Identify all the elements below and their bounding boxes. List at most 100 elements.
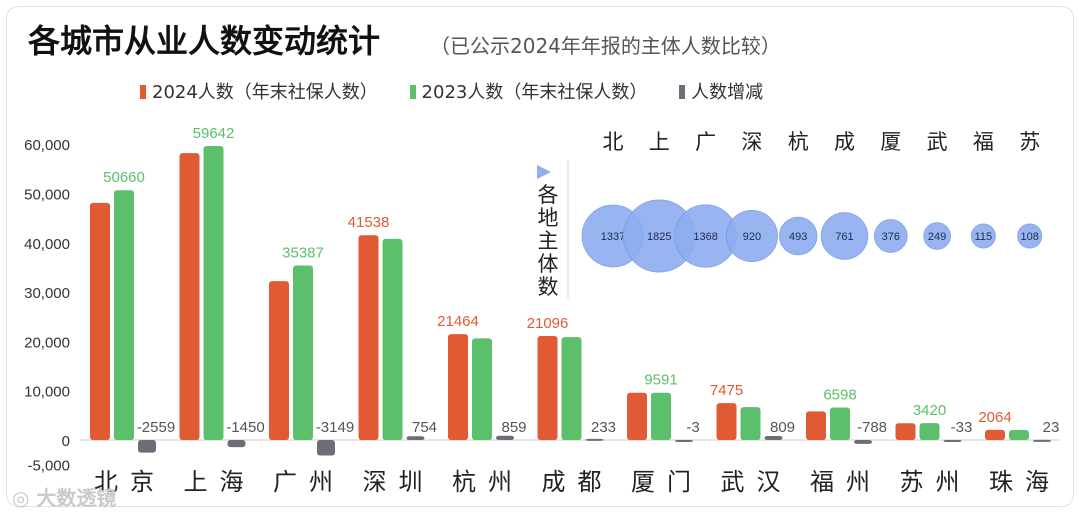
data-label-diff: -1450 xyxy=(226,419,264,436)
bubble-label: 493 xyxy=(789,231,807,243)
bar-2023 xyxy=(740,407,761,440)
inset-category-label: 上 xyxy=(649,130,670,154)
bar-2024 xyxy=(985,429,1005,440)
bar-2023 xyxy=(114,190,134,440)
bar-diff xyxy=(227,440,246,448)
x-tick-label: 北 京 xyxy=(94,468,154,496)
bar-2023 xyxy=(561,337,582,440)
chart-title: 各城市从业人数变动统计 xyxy=(28,22,381,60)
data-label-diff: -3 xyxy=(686,419,699,436)
bar-diff xyxy=(854,440,872,444)
bar-2024 xyxy=(806,411,826,440)
y-tick-label: -5,000 xyxy=(27,458,70,475)
bar-2023 xyxy=(382,238,403,440)
data-label-diff: 859 xyxy=(501,419,526,436)
legend-swatch-2024 xyxy=(140,85,146,99)
bubble xyxy=(778,216,818,256)
bar-2024 xyxy=(358,235,379,440)
data-label-2024: 21464 xyxy=(437,313,479,330)
legend-item-diff: 人数增减 xyxy=(679,82,763,103)
data-label-2024: 7475 xyxy=(710,382,743,399)
data-label-2023: 50660 xyxy=(103,169,145,186)
bubble-label: 761 xyxy=(835,231,853,243)
x-tick-label: 厦 门 xyxy=(631,468,691,496)
legend-item-2024: 2024人数（年末社保人数） xyxy=(140,82,378,103)
bubble-label: 115 xyxy=(975,231,993,243)
bar-diff xyxy=(585,438,604,441)
x-tick-label: 成 都 xyxy=(542,468,602,496)
data-label-2023: 6598 xyxy=(823,386,856,403)
bubble xyxy=(970,223,996,249)
data-label-2023: 59642 xyxy=(193,125,235,142)
data-label-diff: -2559 xyxy=(137,419,175,436)
bar-2023 xyxy=(919,423,940,440)
bar-2024 xyxy=(269,281,289,440)
inset-category-label: 深 xyxy=(741,130,762,154)
y-tick-label: 10,000 xyxy=(24,384,70,401)
bar-2024 xyxy=(179,153,200,440)
x-tick-label: 武 汉 xyxy=(721,468,781,496)
bar-diff xyxy=(943,440,962,442)
inset-title-char: 各 xyxy=(538,183,559,207)
inset-category-label: 成 xyxy=(834,130,855,154)
data-label-diff: -3149 xyxy=(316,419,354,436)
bar-2023 xyxy=(1009,429,1029,440)
bar-diff xyxy=(317,440,335,456)
inset-category-label: 北 xyxy=(603,130,624,154)
bubble xyxy=(1017,223,1043,249)
bubble xyxy=(923,222,951,250)
data-label-2023: 3420 xyxy=(913,402,946,419)
legend-item-2023: 2023人数（年末社保人数） xyxy=(409,82,647,103)
bubble-label: 1368 xyxy=(693,231,717,243)
inset-title-char: 主 xyxy=(538,229,559,253)
bar-diff xyxy=(496,435,514,440)
x-tick-label: 珠 海 xyxy=(989,468,1049,496)
bubble-label: 249 xyxy=(928,231,946,243)
x-tick-label: 广 州 xyxy=(273,468,333,496)
bar-diff xyxy=(138,440,156,453)
bar-diff xyxy=(764,436,783,440)
inset-title-char: 地 xyxy=(538,206,559,230)
data-label-diff: 23 xyxy=(1043,419,1060,436)
bar-diff xyxy=(1033,439,1051,442)
data-label-2024: 41538 xyxy=(348,214,390,231)
data-label-diff: 809 xyxy=(770,419,795,436)
y-tick-label: 20,000 xyxy=(24,334,70,351)
inset-title-char: 体 xyxy=(538,252,559,276)
y-tick-label: 50,000 xyxy=(24,187,70,204)
legend-label-diff: 人数增减 xyxy=(691,82,764,103)
bar-2024 xyxy=(448,334,468,440)
data-label-diff: 233 xyxy=(591,419,616,436)
inset-category-label: 广 xyxy=(695,130,716,154)
y-tick-label: 40,000 xyxy=(24,236,70,253)
bubble-label: 1825 xyxy=(647,231,671,243)
watermark-logo: ◎ 大数透镜 xyxy=(12,486,117,510)
bar-2024 xyxy=(90,202,110,440)
inset-category-label: 福 xyxy=(973,130,994,154)
legend-swatch-2023 xyxy=(409,85,416,99)
bar-2024 xyxy=(627,392,647,440)
chart-subtitle: （已公示2024年年报的主体人数比较） xyxy=(430,34,781,58)
inset-category-label: 杭 xyxy=(788,130,809,154)
data-label-diff: 754 xyxy=(412,419,437,436)
bar-2023 xyxy=(651,392,671,440)
x-tick-label: 福 州 xyxy=(810,468,870,496)
play-triangle-icon xyxy=(537,165,551,179)
data-label-diff: -788 xyxy=(857,419,887,436)
y-tick-label: 0 xyxy=(62,433,70,450)
inset-category-label: 厦 xyxy=(880,130,901,154)
legend-label-2024: 2024人数（年末社保人数） xyxy=(152,82,378,103)
bubble-label: 1337 xyxy=(601,231,625,243)
y-tick-label: 60,000 xyxy=(24,137,70,154)
bubble-label: 108 xyxy=(1021,231,1039,243)
bubble xyxy=(820,212,869,260)
bubble xyxy=(725,209,778,263)
y-tick-label: 30,000 xyxy=(24,285,70,302)
bar-2023 xyxy=(293,265,313,440)
data-label-2024: 21096 xyxy=(527,315,569,332)
inset-category-label: 苏 xyxy=(1019,130,1040,154)
x-tick-label: 深 圳 xyxy=(363,468,423,496)
bubble-label: 920 xyxy=(743,231,761,243)
bar-diff xyxy=(406,436,425,440)
